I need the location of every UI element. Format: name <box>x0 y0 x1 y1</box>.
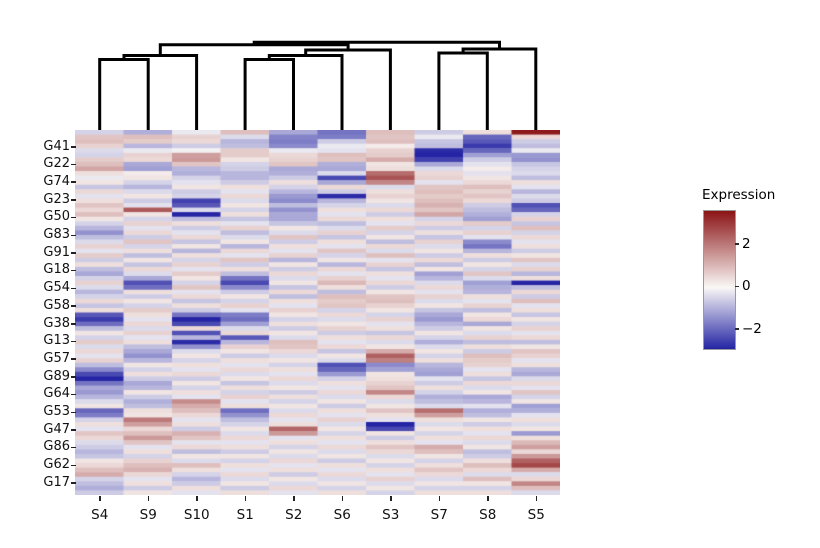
column-tick <box>341 496 343 501</box>
row-tick <box>71 464 76 467</box>
column-label-s10: S10 <box>183 507 210 523</box>
column-tick <box>196 496 198 501</box>
column-label-s4: S4 <box>91 507 109 523</box>
row-label-g38: G38 <box>43 315 70 331</box>
row-label-g53: G53 <box>43 404 70 419</box>
row-tick <box>71 163 76 166</box>
row-tick <box>71 429 76 431</box>
row-tick <box>71 181 76 183</box>
row-tick <box>71 287 76 290</box>
row-tick <box>71 340 76 343</box>
row-label-g58: G58 <box>43 297 70 313</box>
row-label-g41: G41 <box>43 138 70 154</box>
row-tick <box>71 269 76 272</box>
row-label-g74: G74 <box>43 173 70 189</box>
column-label-s5: S5 <box>527 507 545 523</box>
column-label-s2: S2 <box>285 507 303 523</box>
row-tick <box>71 323 76 325</box>
colorbar-tick-label: 2 <box>742 235 751 252</box>
dendrogram-branch <box>267 54 344 130</box>
row-label-g17: G17 <box>43 474 70 490</box>
row-tick <box>71 393 76 396</box>
dendrogram-branch <box>304 48 392 130</box>
row-label-g91: G91 <box>43 244 70 260</box>
column-tick <box>99 496 101 501</box>
colorbar-gradient <box>703 210 736 350</box>
row-label-g18: G18 <box>43 262 70 278</box>
colorbar-tick-label: −2 <box>742 320 762 337</box>
column-label-s9: S9 <box>139 507 157 523</box>
row-tick <box>71 305 76 307</box>
row-tick <box>71 199 76 201</box>
column-tick <box>535 496 537 501</box>
row-label-g23: G23 <box>43 191 70 207</box>
column-tick <box>390 496 392 501</box>
column-tick <box>487 496 489 501</box>
column-tick <box>244 496 246 501</box>
row-label-g54: G54 <box>43 280 70 296</box>
colorbar-tick <box>735 285 739 288</box>
row-tick <box>71 234 76 236</box>
column-tick <box>147 496 149 501</box>
row-tick <box>71 411 76 413</box>
column-label-s3: S3 <box>382 507 400 523</box>
legend-title: Expression <box>702 187 776 203</box>
column-label-s8: S8 <box>479 507 497 523</box>
row-tick <box>71 358 76 360</box>
row-tick <box>71 482 76 484</box>
dendrogram-branch <box>122 54 199 130</box>
row-label-g86: G86 <box>43 439 70 455</box>
column-tick <box>293 496 295 501</box>
colorbar-tick <box>735 243 739 245</box>
row-label-g57: G57 <box>43 350 70 366</box>
dendrogram-branch <box>437 51 489 130</box>
row-tick <box>71 146 76 148</box>
row-tick <box>71 216 76 219</box>
dendrogram-branch <box>243 58 295 130</box>
row-label-g47: G47 <box>43 421 70 437</box>
column-tick <box>438 496 440 501</box>
dendrogram-branch <box>461 47 538 130</box>
row-label-g13: G13 <box>43 333 70 349</box>
row-label-g22: G22 <box>43 156 70 172</box>
colorbar-tick <box>735 328 739 330</box>
column-label-s1: S1 <box>236 507 254 523</box>
row-tick <box>71 252 76 254</box>
dendrogram-branch <box>252 40 501 49</box>
row-label-g50: G50 <box>43 209 70 225</box>
row-label-g83: G83 <box>43 227 70 242</box>
row-label-g62: G62 <box>43 457 70 473</box>
row-label-g89: G89 <box>43 368 70 384</box>
row-tick <box>71 376 76 378</box>
column-label-s7: S7 <box>430 507 448 523</box>
heatmap-canvas <box>75 130 560 495</box>
colorbar-tick-label: 0 <box>742 278 751 295</box>
column-label-s6: S6 <box>333 507 351 523</box>
dendrogram-branch <box>98 58 150 130</box>
row-tick <box>71 446 76 449</box>
row-label-g64: G64 <box>43 386 70 402</box>
